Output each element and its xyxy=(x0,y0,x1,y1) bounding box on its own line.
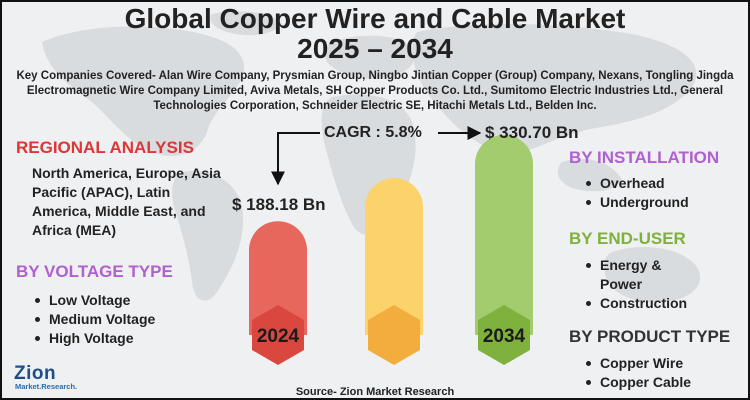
list-item: Overhead xyxy=(583,174,689,193)
list-item: High Voltage xyxy=(32,329,155,348)
list-item: Underground xyxy=(583,193,689,212)
product-type-list: Copper Wire Copper Cable xyxy=(583,354,691,392)
logo-subtitle: Market.Research. xyxy=(15,382,78,391)
hexagon-intermediate xyxy=(368,305,420,365)
value-label-2024: $ 188.18 Bn xyxy=(232,195,326,214)
bar-2034 xyxy=(475,135,533,335)
year-label-2034: 2034 xyxy=(483,326,526,347)
cagr-label: CAGR : 5.8% xyxy=(324,124,422,141)
end-user-heading: BY END-USER xyxy=(569,229,686,248)
list-item: Copper Wire xyxy=(583,354,691,373)
installation-list: Overhead Underground xyxy=(583,174,689,212)
hexagon-2034 xyxy=(478,305,530,365)
logo-wordmark: Zion xyxy=(14,363,57,384)
bar-2024 xyxy=(249,221,307,335)
bar-intermediate xyxy=(365,178,423,335)
cagr-arrow-left xyxy=(271,132,320,186)
voltage-type-heading: BY VOLTAGE TYPE xyxy=(16,262,173,281)
world-map-landmasses xyxy=(42,11,701,303)
regional-analysis-heading: REGIONAL ANALYSIS xyxy=(16,138,194,157)
list-item: Low Voltage xyxy=(32,291,155,310)
page-title: Global Copper Wire and Cable Market 2025… xyxy=(2,4,748,64)
hexagon-2024 xyxy=(252,305,304,365)
installation-heading: BY INSTALLATION xyxy=(569,148,720,167)
list-item: Copper Cable xyxy=(583,373,691,392)
cagr-arrows xyxy=(271,126,482,186)
list-item: Energy & Power xyxy=(583,256,680,294)
source-note: Source- Zion Market Research xyxy=(295,386,455,398)
voltage-type-list: Low Voltage Medium Voltage High Voltage xyxy=(32,291,155,348)
list-item: Medium Voltage xyxy=(32,310,155,329)
bars-group: 2024 2034 xyxy=(249,135,533,365)
title-line-2: 2025 – 2034 xyxy=(297,33,453,64)
key-companies-text: Key Companies Covered- Alan Wire Company… xyxy=(16,70,734,112)
zion-logo: Zion Market.Research. xyxy=(14,364,94,394)
regional-analysis-text: North America, Europe, Asia Pacific (APA… xyxy=(32,165,221,238)
list-item: Construction xyxy=(583,294,733,313)
product-type-heading: BY PRODUCT TYPE xyxy=(569,327,731,346)
value-label-2034: $ 330.70 Bn xyxy=(485,123,579,142)
end-user-list: Energy & Power Construction xyxy=(583,256,733,313)
year-label-2024: 2024 xyxy=(257,326,300,347)
title-line-1: Global Copper Wire and Cable Market xyxy=(124,3,626,34)
